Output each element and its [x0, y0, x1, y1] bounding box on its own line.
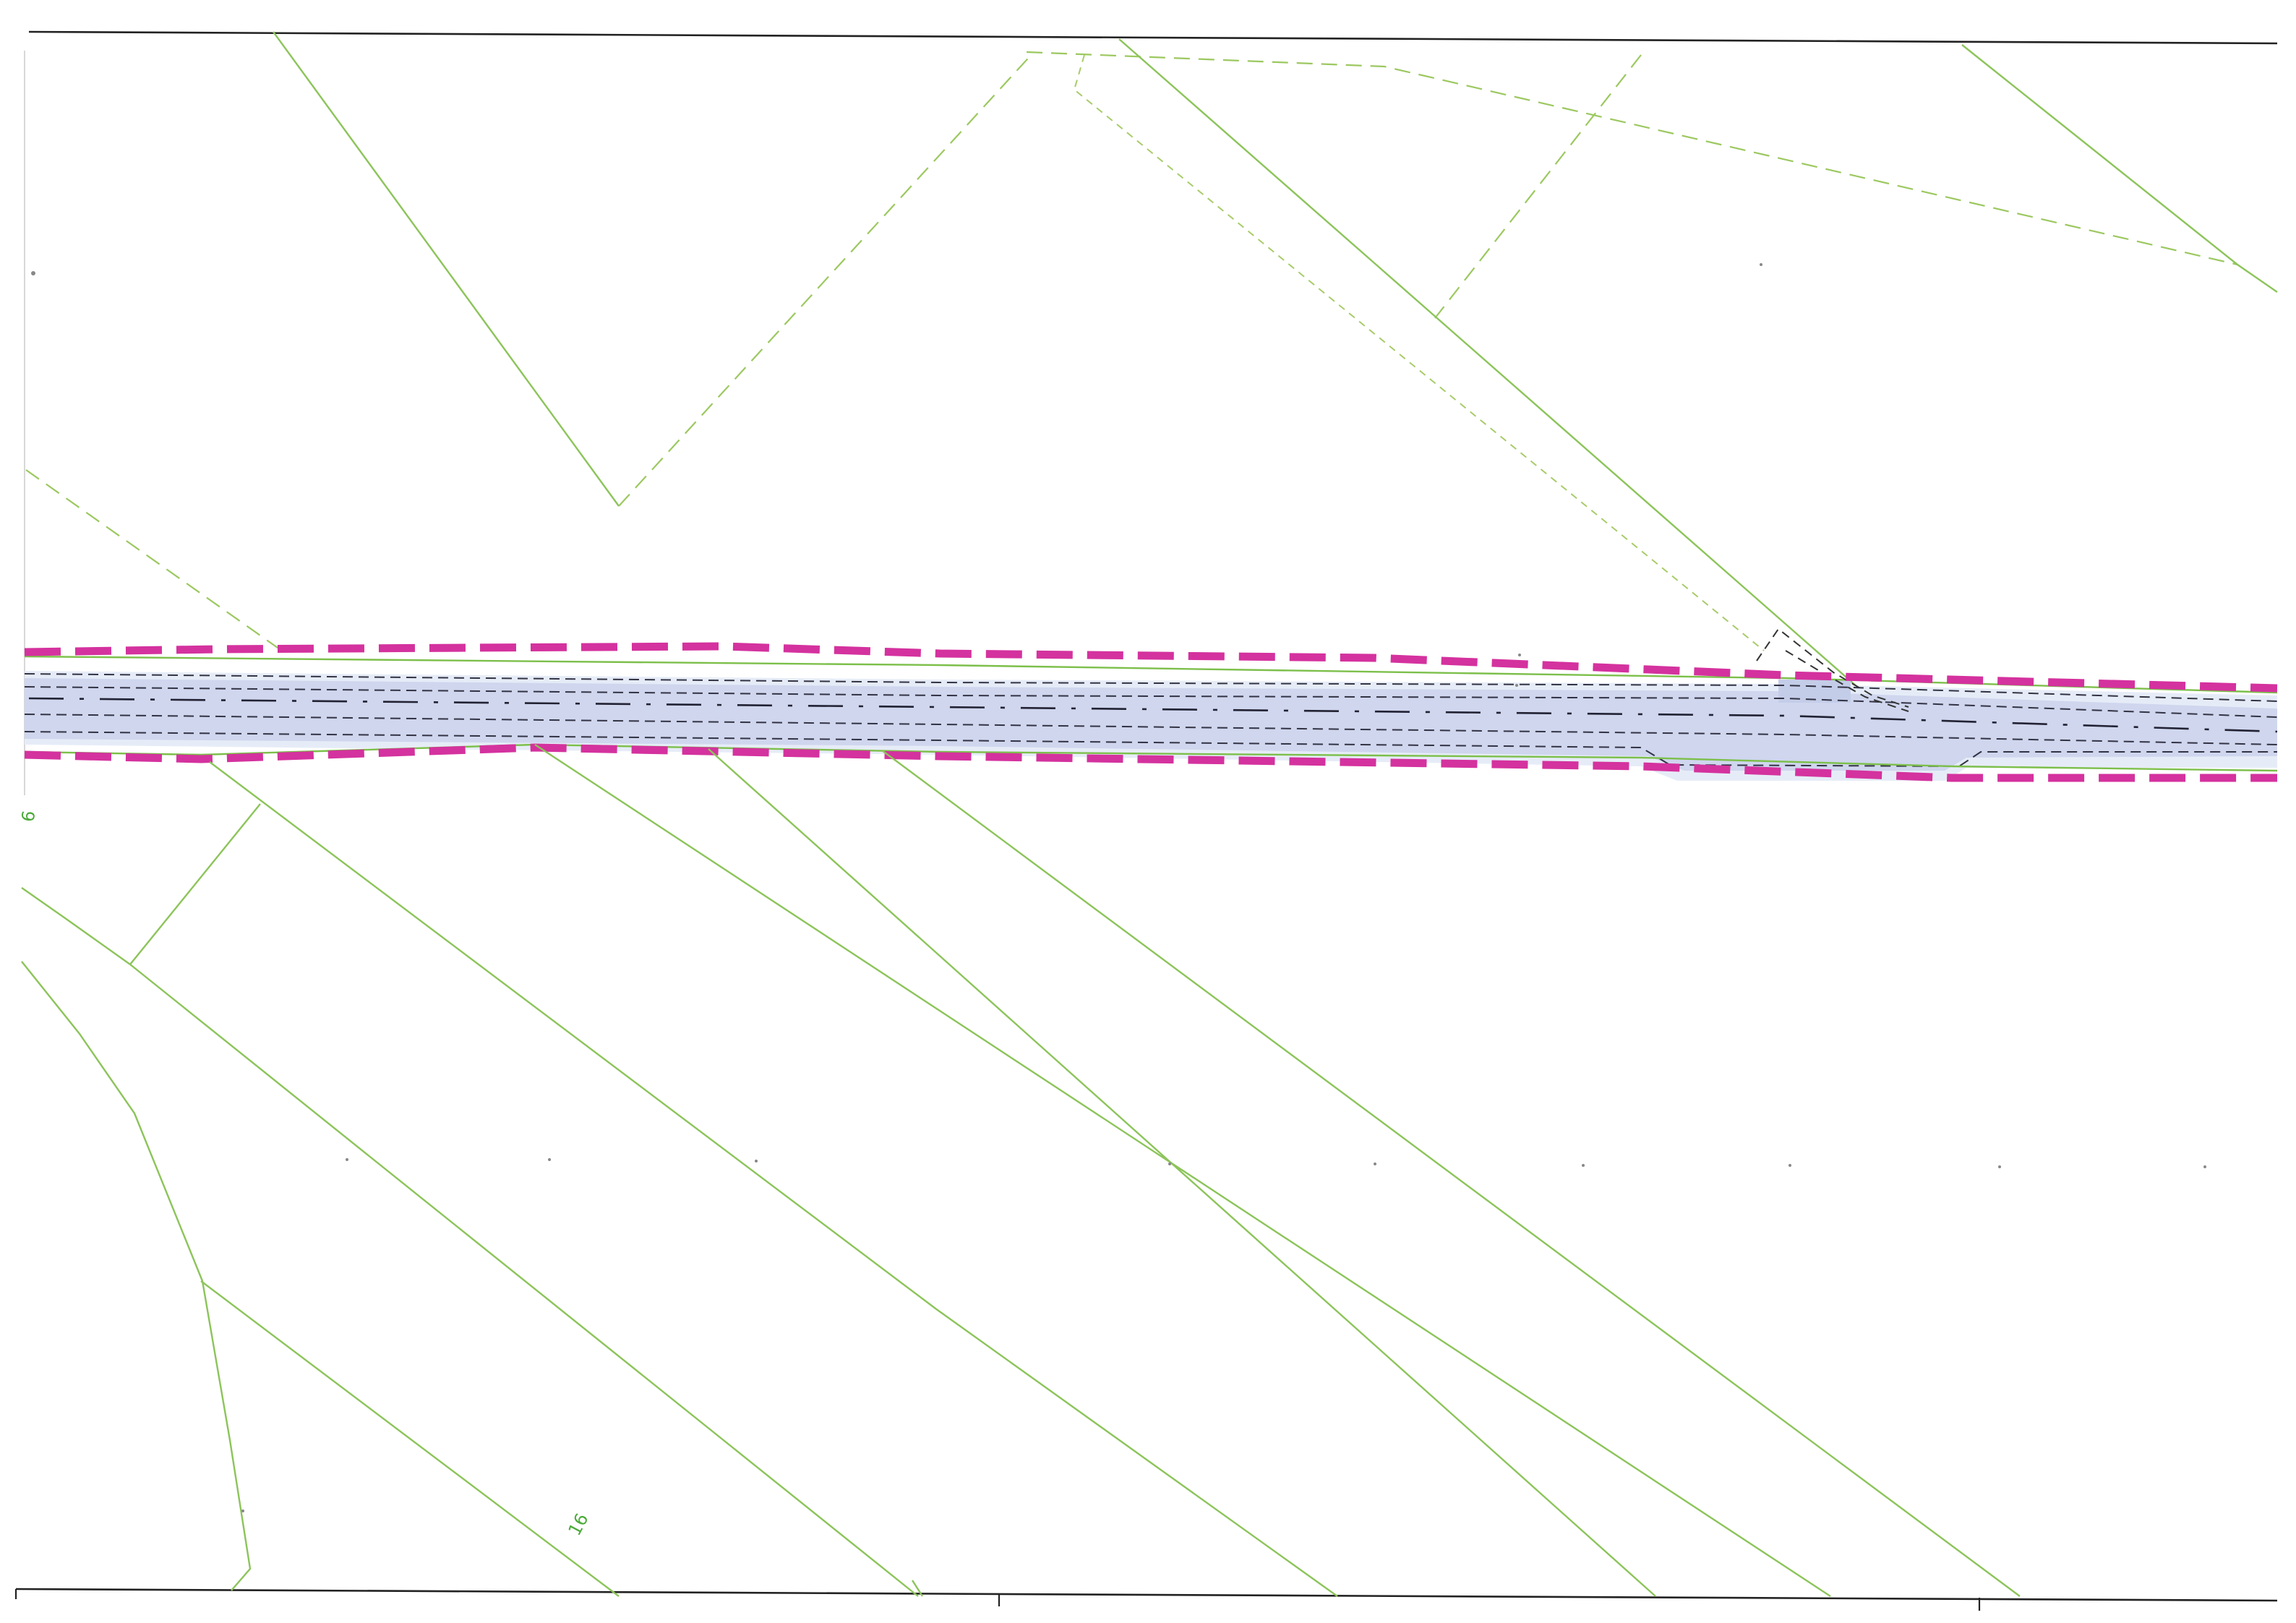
parcel-label-bottom: 16 [565, 1510, 593, 1539]
survey-mark [1168, 1162, 1171, 1165]
survey-mark [241, 1509, 244, 1512]
road-border-green-lower [24, 743, 2278, 772]
survey-mark [1582, 1164, 1585, 1167]
frame-top-line [28, 30, 2278, 45]
upper-left-dashed-diagonal [25, 469, 278, 648]
road-limit-lower [24, 743, 2277, 782]
upper-parcel-dashed-boundary [618, 51, 1035, 507]
survey-mark [31, 271, 35, 275]
survey-mark [1518, 654, 1521, 656]
survey-marks [31, 263, 2206, 1512]
lower-parcel-bottom-left-diagonal [200, 1280, 620, 1597]
road-access-dashed-outline [1756, 628, 1909, 708]
lower-parcel-diagonal-3 [534, 743, 1831, 1598]
road-edge-lower-outer [24, 731, 2277, 768]
survey-mark [1515, 684, 1518, 687]
frame-bottom-line [15, 1588, 2278, 1602]
road-edge-upper-inner [24, 686, 2278, 718]
road-edge-lower-inner [24, 714, 2278, 745]
lower-parcel-short-divider [129, 803, 261, 965]
lower-parcel-diagonal-1 [209, 761, 1338, 1597]
upper-parcel-right-dashed [1434, 54, 1642, 319]
lower-parcel-diagonal-4 [708, 748, 1656, 1597]
upper-parcel-dotted-diagonal [1073, 54, 1765, 651]
lower-parcel-left-curve [21, 887, 131, 965]
survey-mark [755, 1160, 758, 1162]
survey-mark [2203, 1165, 2206, 1168]
parcel-label-left: 6 [17, 809, 39, 823]
lower-parcels [21, 743, 2021, 1598]
lower-parcel-left-bend [21, 961, 252, 1591]
road-corridor [24, 628, 2278, 782]
lower-parcel-diagonal-5 [881, 750, 2021, 1597]
road-centerline [28, 697, 2278, 733]
lower-parcel-bottom-tick [911, 1580, 924, 1597]
lower-parcel-diagonal-2 [129, 964, 919, 1597]
survey-mark [1998, 1165, 2001, 1168]
survey-mark [1760, 263, 1762, 266]
upper-parcels [25, 31, 2278, 693]
survey-mark [548, 1158, 551, 1161]
survey-mark [346, 1158, 348, 1161]
upper-parcel-top-dashed [1026, 51, 2238, 266]
road-access-dashed-curve [1785, 650, 1909, 712]
upper-right-diagonal [1961, 44, 2278, 293]
road-limit-upper [24, 642, 2278, 693]
upper-parcel-long-diagonal [1118, 38, 1864, 693]
upper-parcel-v-boundary [273, 31, 620, 507]
survey-mark [1374, 1162, 1376, 1165]
survey-mark [1789, 1164, 1791, 1167]
map-frame [14, 30, 2278, 1611]
road-edge-upper-outer [24, 673, 2278, 702]
road-surface [25, 678, 2277, 771]
